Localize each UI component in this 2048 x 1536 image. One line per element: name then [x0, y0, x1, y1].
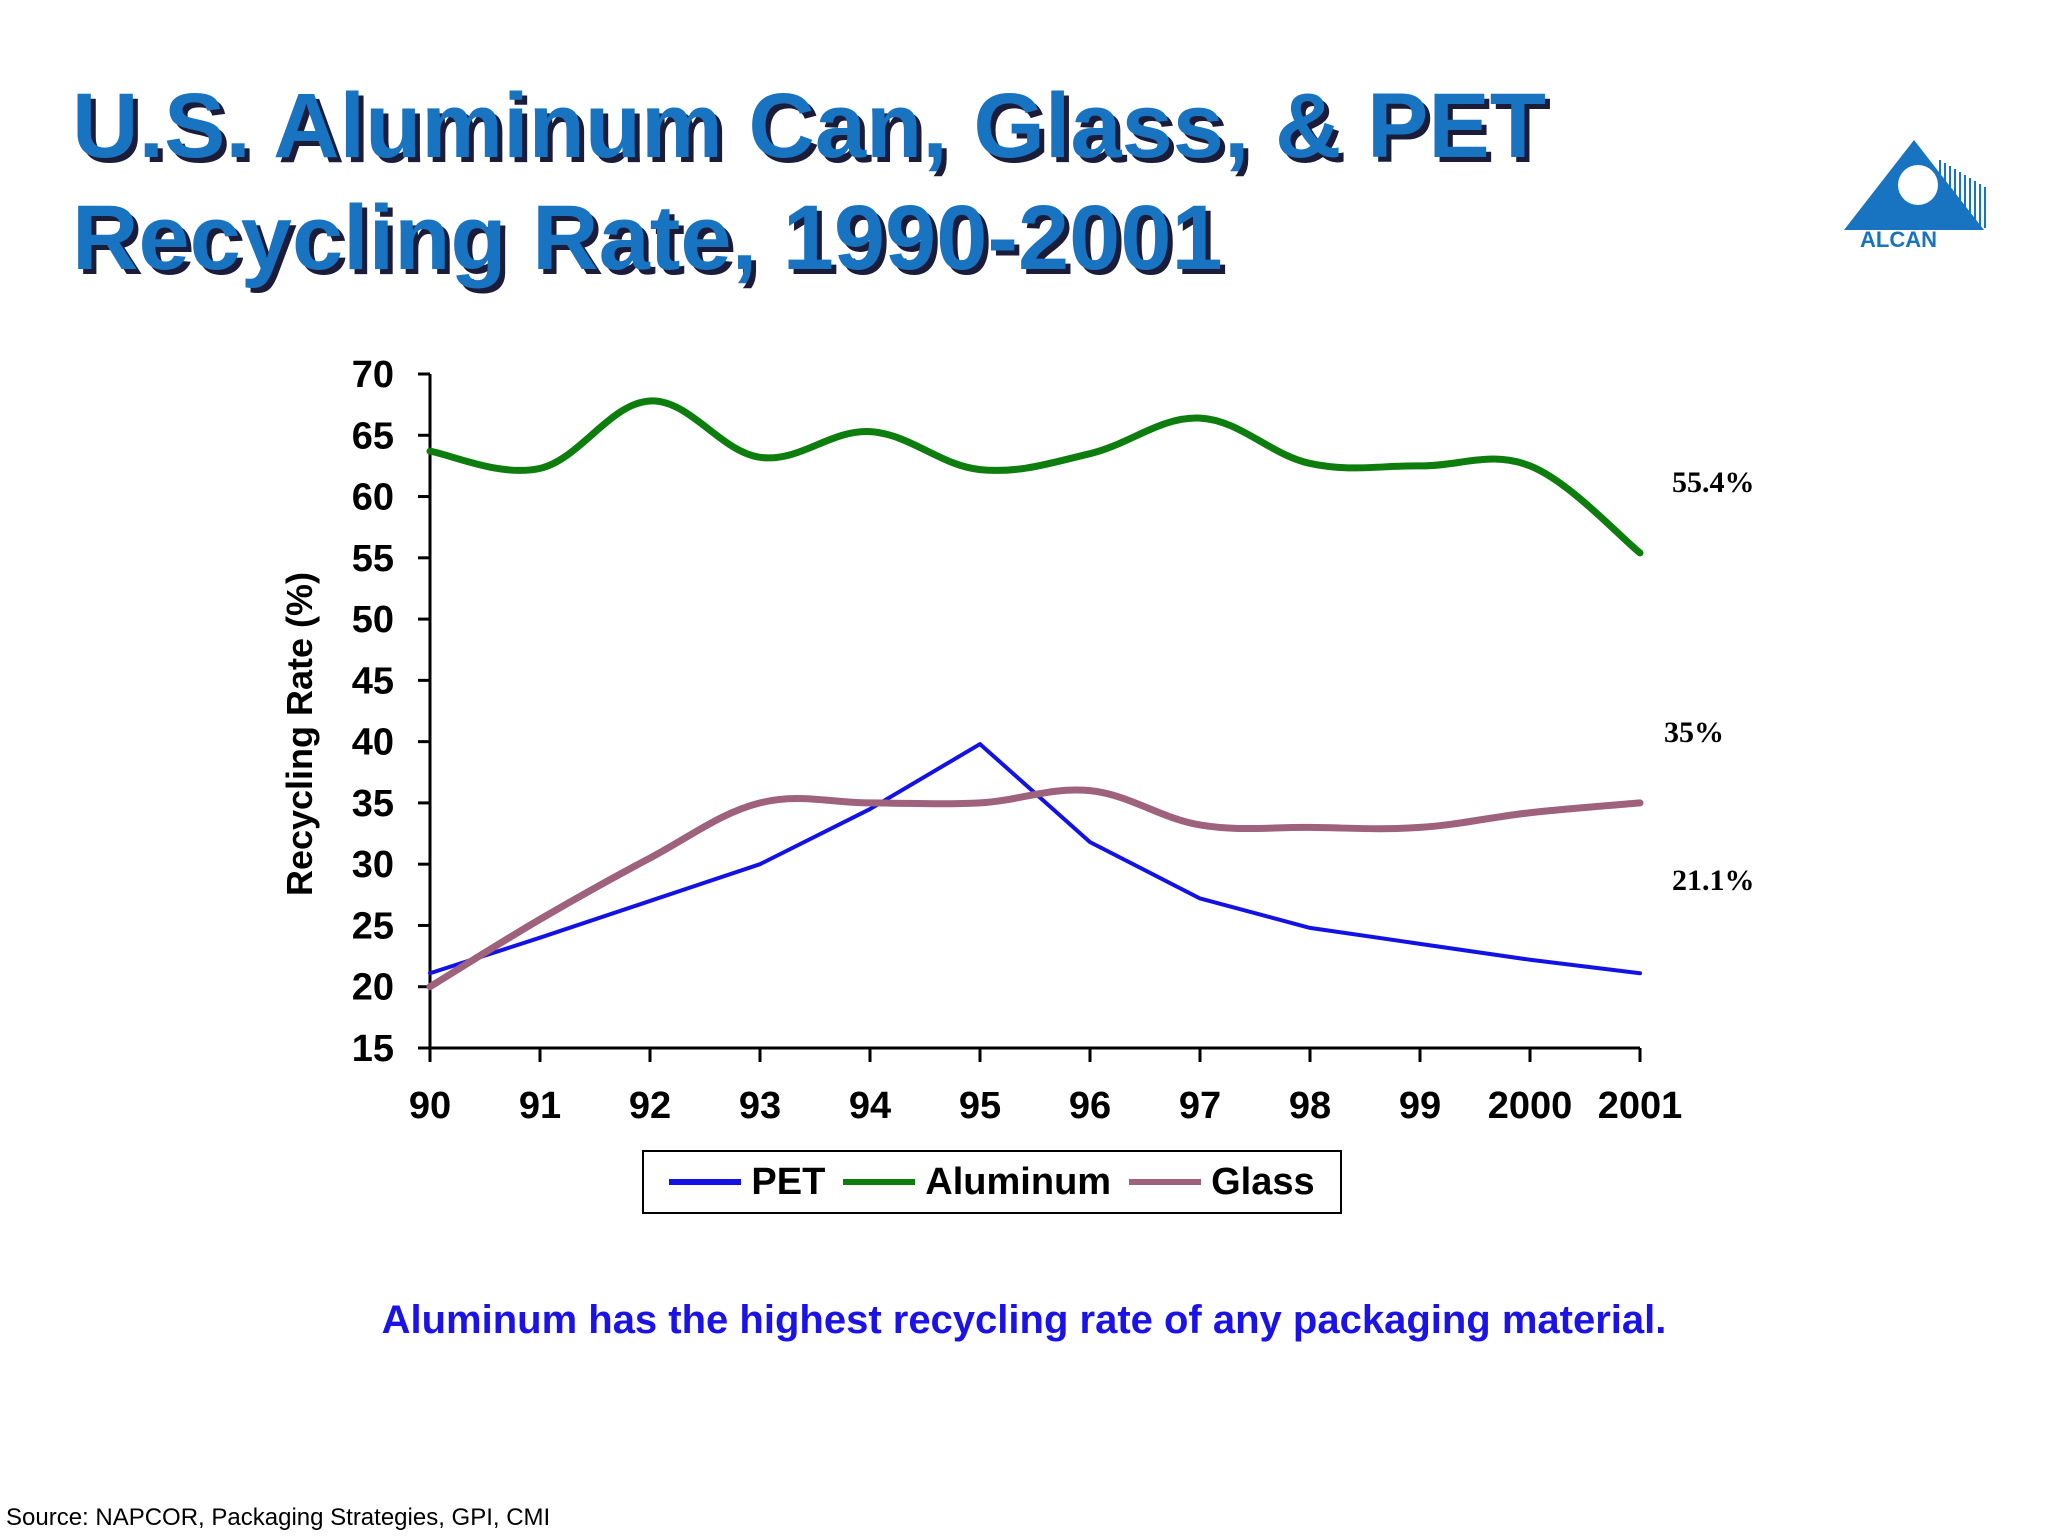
- series-line-glass: [426, 786, 1644, 991]
- y-tick-label: 20: [352, 967, 394, 1009]
- aluminum-end-label: 55.4%: [1672, 466, 1755, 499]
- data-point-glass: [1640, 802, 1641, 803]
- data-point-pet: [540, 937, 541, 938]
- data-point-pet: [430, 973, 431, 974]
- data-point-pet: [980, 744, 981, 745]
- data-point-pet: [650, 900, 651, 901]
- y-tick-label: 70: [352, 354, 394, 396]
- data-point-aluminum: [980, 469, 981, 470]
- data-point-pet: [1310, 927, 1311, 928]
- slide-caption: Aluminum has the highest recycling rate …: [381, 1298, 1667, 1342]
- data-point-glass: [1420, 827, 1421, 828]
- logo-circle: [1898, 165, 1938, 205]
- x-tick-label: 94: [849, 1085, 891, 1127]
- data-point-aluminum: [650, 400, 651, 401]
- title-line-2: Recycling Rate, 1990-2001: [72, 187, 1223, 289]
- data-point-aluminum: [1530, 465, 1531, 466]
- pet-end-label: 21.1%: [1672, 864, 1755, 897]
- series-line-aluminum: [426, 397, 1644, 557]
- y-tick-label: 65: [352, 415, 394, 457]
- data-point-pet: [1090, 842, 1091, 843]
- data-point-pet: [1530, 959, 1531, 960]
- legend-label-aluminum: Aluminum: [925, 1160, 1112, 1203]
- legend-item-aluminum: Aluminum: [843, 1161, 1111, 1204]
- y-tick-label: 60: [352, 477, 394, 519]
- x-tick-label: 97: [1179, 1085, 1221, 1127]
- data-point-glass: [760, 802, 761, 803]
- legend-swatch-aluminum: [843, 1179, 916, 1185]
- data-point-glass: [870, 802, 871, 803]
- chart-axes: 15 20 25 30 35 40 45 50 55 60 65 70 90 91 92 93 94 95 96 97…: [352, 354, 1683, 1127]
- x-tick-label: 2000: [1488, 1085, 1573, 1127]
- y-tick-label: 55: [352, 538, 394, 580]
- x-tick-label: 95: [959, 1085, 1001, 1127]
- legend-item-pet: PET: [669, 1161, 825, 1204]
- data-point-aluminum: [1310, 463, 1311, 464]
- x-tick-label: 96: [1069, 1085, 1111, 1127]
- data-point-pet: [760, 864, 761, 865]
- y-tick-label: 30: [352, 844, 394, 886]
- series-line-pet: [428, 742, 1642, 976]
- chart-legend: PET Aluminum Glass: [642, 1150, 1342, 1214]
- legend-swatch-pet: [669, 1179, 742, 1185]
- y-tick-label: 40: [352, 722, 394, 764]
- data-point-aluminum: [1200, 418, 1201, 419]
- y-tick-label: 15: [352, 1028, 394, 1070]
- data-point-glass: [430, 986, 431, 987]
- chart-series: [426, 397, 1644, 991]
- slide-title: U.S. Aluminum Can, Glass, & PET Recyclin…: [72, 70, 1572, 294]
- data-point-glass: [980, 802, 981, 803]
- x-tick-label: 90: [409, 1085, 451, 1127]
- data-point-aluminum: [540, 468, 541, 469]
- x-tick-label: 2001: [1598, 1085, 1683, 1127]
- data-point-pet: [1640, 973, 1641, 974]
- data-point-aluminum: [1090, 453, 1091, 454]
- alcan-logo: ALCAN: [1844, 140, 1986, 250]
- data-point-pet: [1200, 898, 1201, 899]
- y-tick-label: 25: [352, 905, 394, 947]
- y-axis-label: Recycling Rate (%): [279, 572, 320, 896]
- data-point-pet: [870, 809, 871, 810]
- data-point-aluminum: [1640, 552, 1641, 553]
- title-line-1: U.S. Aluminum Can, Glass, & PET: [72, 75, 1546, 177]
- data-point-glass: [1090, 790, 1091, 791]
- logo-stripes: [1939, 160, 1986, 228]
- x-tick-label: 93: [739, 1085, 781, 1127]
- legend-swatch-glass: [1129, 1179, 1202, 1185]
- x-tick-label: 98: [1289, 1085, 1331, 1127]
- logo-text: ALCAN: [1860, 227, 1937, 250]
- x-tick-label: 99: [1399, 1085, 1441, 1127]
- y-tick-label: 50: [352, 599, 394, 641]
- legend-label-pet: PET: [751, 1160, 826, 1203]
- data-point-glass: [650, 858, 651, 859]
- legend-label-glass: Glass: [1211, 1160, 1315, 1203]
- legend-item-glass: Glass: [1129, 1161, 1315, 1204]
- data-point-glass: [540, 919, 541, 920]
- x-tick-label: 92: [629, 1085, 671, 1127]
- data-point-aluminum: [870, 431, 871, 432]
- y-tick-label: 35: [352, 783, 394, 825]
- source-note: Source: NAPCOR, Packaging Strategies, GP…: [6, 1504, 551, 1531]
- x-tick-label: 91: [519, 1085, 561, 1127]
- data-point-glass: [1310, 827, 1311, 828]
- data-point-pet: [1420, 943, 1421, 944]
- data-point-aluminum: [760, 457, 761, 458]
- data-point-glass: [1200, 824, 1201, 825]
- data-point-aluminum: [430, 451, 431, 452]
- data-point-aluminum: [1420, 465, 1421, 466]
- data-point-glass: [1530, 812, 1531, 813]
- y-tick-label: 45: [352, 660, 394, 702]
- glass-end-label: 35%: [1664, 716, 1724, 749]
